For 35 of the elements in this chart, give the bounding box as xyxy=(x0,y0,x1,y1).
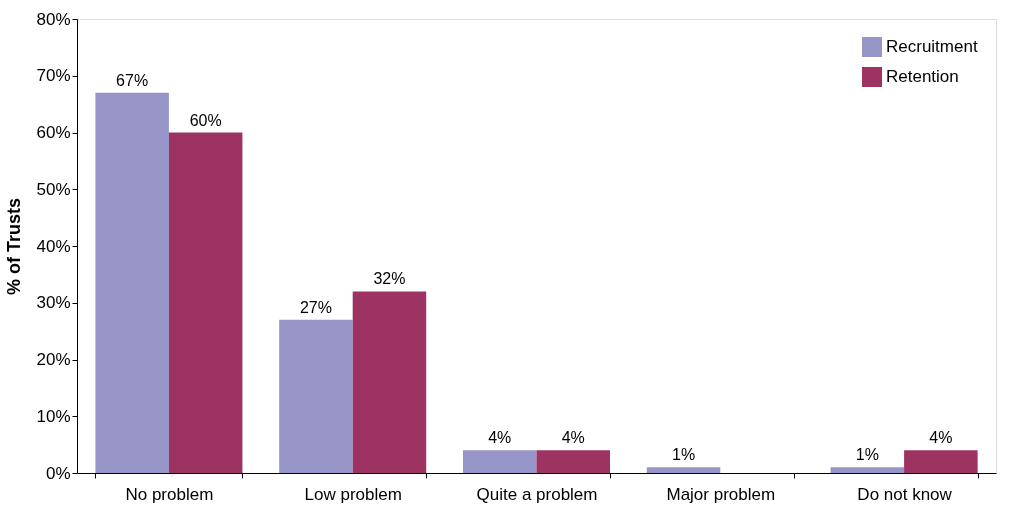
data-label: 4% xyxy=(929,429,953,447)
y-tick-label: 50% xyxy=(36,179,71,199)
data-label: 1% xyxy=(855,446,879,464)
bar xyxy=(830,467,905,473)
y-axis-title: % of Trusts xyxy=(4,197,25,296)
data-label: 4% xyxy=(488,429,512,447)
y-tick-label: 0% xyxy=(45,463,71,483)
bar xyxy=(646,467,721,473)
x-tick-label: No problem xyxy=(125,484,214,504)
bar xyxy=(352,291,427,473)
bar xyxy=(95,92,169,473)
y-tick-label: 40% xyxy=(36,236,71,256)
data-label: 67% xyxy=(116,71,149,89)
x-tick-label: Quite a problem xyxy=(476,484,598,504)
data-label: 4% xyxy=(561,429,585,447)
y-tick-label: 10% xyxy=(36,406,71,426)
legend-label: Recruitment xyxy=(886,37,978,56)
data-label: 1% xyxy=(671,446,696,464)
bar xyxy=(536,450,611,473)
y-tick-label: 80% xyxy=(36,9,71,29)
y-tick-label: 60% xyxy=(36,123,71,142)
y-tick-label: 70% xyxy=(36,66,71,86)
y-tick-label: 20% xyxy=(36,350,71,369)
data-label: 27% xyxy=(299,298,332,316)
y-tick-label: 30% xyxy=(36,293,71,313)
bar xyxy=(904,450,978,473)
x-tick-label: Low problem xyxy=(304,484,402,504)
x-tick-label: Major problem xyxy=(666,484,776,504)
x-tick-label: Do not know xyxy=(857,484,953,504)
legend-label: Retention xyxy=(886,67,959,86)
bar xyxy=(279,319,353,473)
data-label: 32% xyxy=(373,270,406,288)
data-label: 60% xyxy=(189,111,222,129)
bar xyxy=(168,132,243,473)
bar xyxy=(462,450,537,473)
